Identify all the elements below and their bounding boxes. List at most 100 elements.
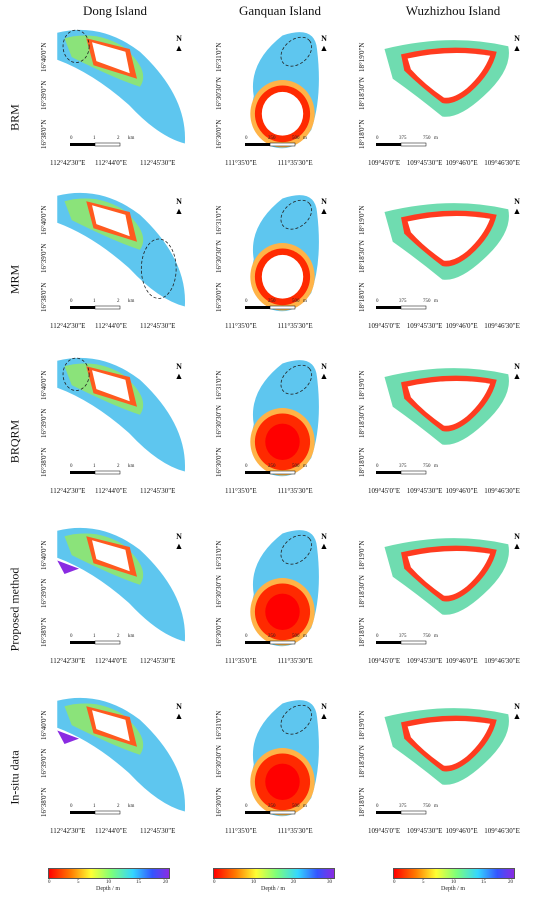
lon-tick-label: 109°46'30"E: [484, 322, 520, 330]
scale-label: 250: [268, 804, 276, 809]
island-interior: [262, 255, 303, 299]
bathymetry-map: [376, 538, 509, 645]
lat-tick-label: 16°31'0"N: [215, 205, 223, 235]
lat-tick-label: 18°19'0"N: [358, 370, 366, 400]
scale-bar-segment: [245, 471, 270, 474]
row-label-brqrm: BRQRM: [7, 419, 22, 464]
north-arrow-glyph: ▲: [174, 711, 184, 721]
lon-tick-label: 109°45'0"E: [368, 487, 401, 495]
north-label: N: [176, 197, 182, 206]
legend-tick: 10: [106, 880, 111, 885]
island-land: [407, 550, 491, 596]
lon-tick-label: 109°45'30"E: [406, 487, 443, 495]
scale-bar-segment: [269, 305, 296, 310]
lat-tick-label: 16°38'0"N: [40, 447, 48, 477]
lon-tick-label: 112°44'0"E: [95, 322, 127, 330]
bathymetry-map: [57, 357, 186, 475]
bathymetry-map: [376, 40, 509, 147]
bathymetry-map: [245, 32, 319, 149]
scale-label: 500: [292, 634, 300, 639]
scale-bar-segment: [70, 641, 95, 644]
lat-tick-label: 16°39'0"N: [40, 243, 48, 274]
scale-label: 0: [245, 804, 248, 809]
north-arrow-icon: N ▲: [173, 532, 185, 551]
island-land: [265, 593, 300, 631]
lat-tick-label: 16°31'0"N: [215, 42, 223, 72]
lon-tick-label: 109°46'0"E: [445, 827, 478, 835]
lon-tick-label: 109°45'30"E: [406, 159, 443, 167]
lat-tick-label: 16°30'0"N: [215, 787, 223, 817]
lon-tick-label: 112°42'30"E: [50, 487, 86, 495]
scale-label: 375: [399, 299, 407, 304]
scale-bar-segment: [94, 142, 121, 147]
scale-label: 500: [292, 464, 300, 469]
scale-bar-segment: [269, 142, 296, 147]
legend-title: Depth / m: [96, 886, 120, 892]
scale-bar-segment: [400, 305, 427, 310]
scale-bar-segment: [245, 143, 270, 146]
scale-bar-segment: [70, 306, 95, 309]
scale-label: 0: [245, 464, 248, 469]
scale-label: km: [128, 299, 135, 304]
map-panel-wuzhizhou-brm: 0 375 750 m N ▲ 18°19'0"N 18°18'30"N 18°18'0"N 10…: [358, 22, 533, 187]
map-panel-ganquan-insitu: 0 250 500 m N ▲ 16°31'0"N 16°30'30"N 16°30'0"N 11…: [215, 690, 340, 855]
bathymetry-map: [245, 360, 319, 477]
north-label: N: [514, 532, 520, 541]
north-label: N: [176, 532, 182, 541]
island-land: [407, 52, 491, 98]
north-arrow-glyph: ▲: [174, 43, 184, 53]
lat-tick-label: 16°31'0"N: [215, 370, 223, 400]
scale-label: 500: [292, 136, 300, 141]
north-arrow-glyph: ▲: [512, 43, 522, 53]
lon-tick-label: 109°45'30"E: [406, 322, 443, 330]
highlight-ellipse: [280, 36, 313, 67]
lon-tick-label: 109°46'30"E: [484, 657, 520, 665]
north-arrow-icon: N ▲: [318, 362, 330, 381]
north-arrow-icon: N ▲: [511, 532, 523, 551]
lon-tick-label: 111°35'30"E: [277, 487, 313, 495]
legend-tick: 20: [163, 880, 168, 885]
deep-patch: [57, 730, 79, 744]
highlight-ellipse: [280, 534, 313, 565]
scale-label: 0: [376, 804, 379, 809]
scale-label: 250: [268, 634, 276, 639]
lon-tick-label: 109°46'0"E: [445, 322, 478, 330]
map-panel-wuzhizhou-insitu: 0 375 750 m N ▲ 18°19'0"N 18°18'30"N 18°18'0"N 10…: [358, 690, 533, 855]
legend-tick: 0: [48, 880, 51, 885]
north-arrow-glyph: ▲: [512, 711, 522, 721]
lon-tick-label: 111°35'0"E: [225, 657, 257, 665]
lon-tick-label: 109°46'30"E: [484, 827, 520, 835]
map-panel-ganquan-brqrm: 0 250 500 m N ▲ 16°31'0"N 16°30'30"N 16°30'0"N 11…: [215, 350, 340, 515]
lon-tick-label: 111°35'30"E: [277, 159, 313, 167]
scale-bar-segment: [400, 810, 427, 815]
lon-tick-label: 109°45'0"E: [368, 657, 401, 665]
bathymetry-map: [57, 527, 186, 645]
highlight-ellipse: [280, 364, 313, 395]
scale-bar-segment: [70, 811, 95, 814]
lat-tick-label: 16°39'0"N: [40, 578, 48, 609]
scale-bar-segment: [245, 641, 270, 644]
island-land: [407, 720, 491, 766]
north-arrow-glyph: ▲: [319, 711, 329, 721]
lat-tick-label: 18°18'30"N: [358, 77, 366, 111]
map-panel-wuzhizhou-mrm: 0 375 750 m N ▲ 18°19'0"N 18°18'30"N 18°18'0"N 10…: [358, 185, 533, 350]
lon-tick-label: 112°45'30"E: [140, 322, 176, 330]
north-arrow-icon: N ▲: [318, 702, 330, 721]
bathymetry-map: [376, 203, 509, 310]
scale-label: m: [434, 464, 438, 469]
column-title-wuzhizhou: Wuzhizhou Island: [405, 3, 501, 18]
lat-tick-label: 16°30'30"N: [215, 240, 223, 274]
lon-tick-label: 111°35'0"E: [225, 159, 257, 167]
lat-tick-label: 18°18'0"N: [358, 119, 366, 149]
lat-tick-label: 16°39'0"N: [40, 748, 48, 779]
lat-tick-label: 16°30'0"N: [215, 119, 223, 149]
depth-colorbar: [213, 868, 335, 879]
scale-label: 2: [117, 634, 120, 639]
lon-tick-label: 109°46'0"E: [445, 487, 478, 495]
north-arrow-glyph: ▲: [174, 371, 184, 381]
north-label: N: [176, 362, 182, 371]
row-label-insitu: In-situ data: [7, 750, 22, 805]
scale-label: 500: [292, 299, 300, 304]
scale-label: 0: [376, 299, 379, 304]
map-panel-dong-brm: 0 1 2 km N ▲ 16°40'0"N 16°39'0"N 16°38'0"N 112°42…: [40, 22, 195, 187]
